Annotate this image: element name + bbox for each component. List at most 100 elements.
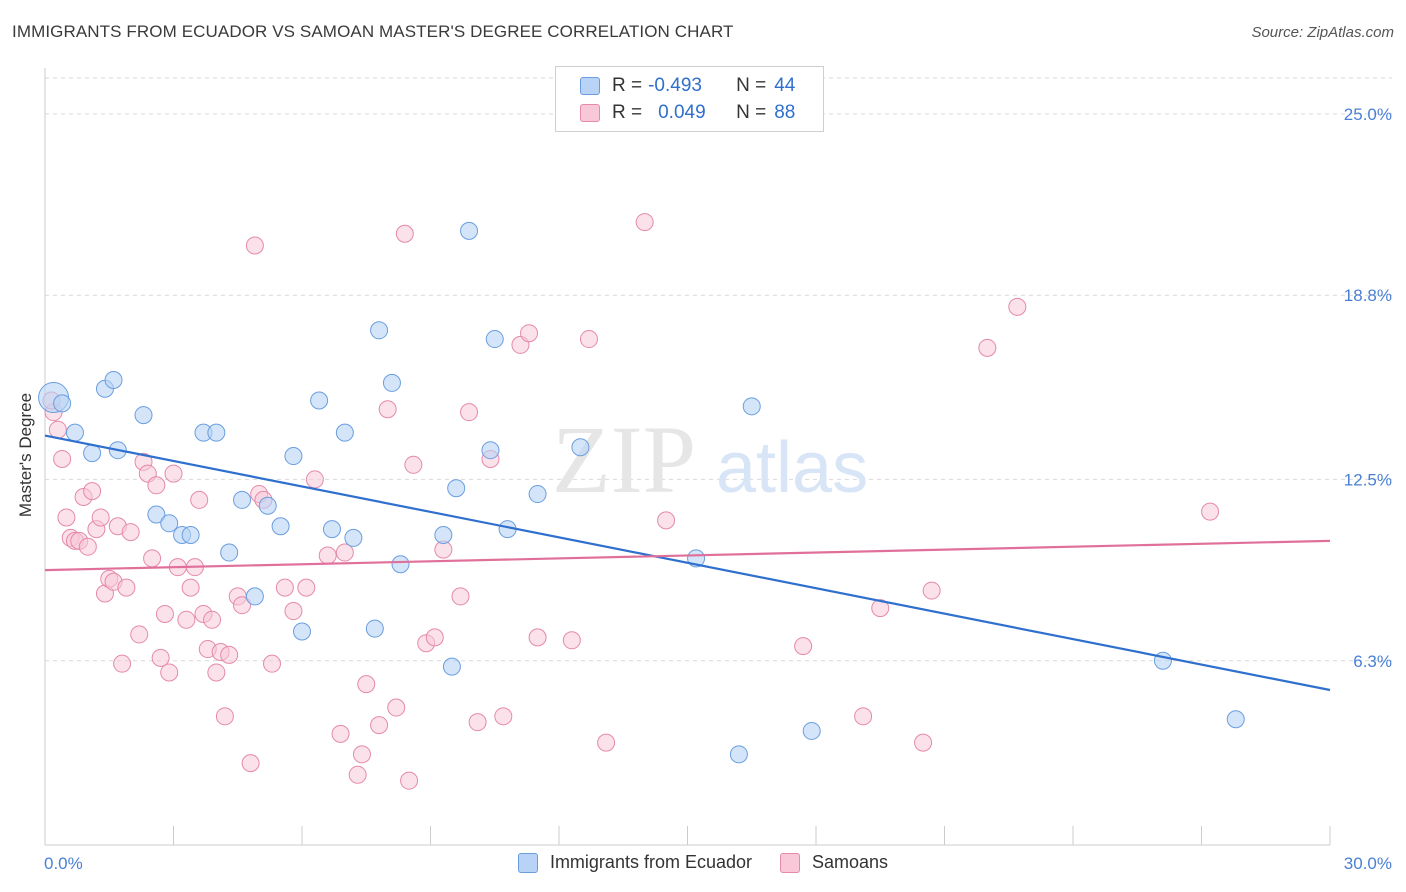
grid-lines [45, 77, 1392, 662]
data-point-ecuador [147, 505, 166, 524]
x-tick-labels: 0.0% 30.0% [44, 854, 1392, 873]
data-point-samoans [78, 537, 97, 556]
watermark: ZIP atlas [552, 406, 868, 513]
data-point-ecuador [65, 423, 84, 442]
data-point-ecuador [293, 622, 311, 641]
legend-row-ecuador: R = -0.493 N = 44 [580, 73, 795, 99]
data-point-samoans [113, 654, 132, 673]
data-point-ecuador [442, 657, 461, 676]
data-point-ecuador [322, 520, 341, 539]
y-tick-labels: 6.3% 12.5% 18.8% 25.0% [1344, 105, 1392, 671]
legend-row-samoans: R = 0.049 N = 88 [580, 100, 795, 126]
data-point-samoans [155, 604, 174, 623]
legend-r-label: R = [612, 75, 643, 96]
series-label-ecuador: Immigrants from Ecuador [549, 852, 752, 872]
data-point-ecuador [335, 423, 354, 442]
data-point-ecuador [104, 371, 123, 389]
data-point-samoans [579, 330, 598, 349]
data-point-samoans [528, 628, 547, 647]
trend-line-ecuador [44, 434, 1331, 692]
x-tick-label: 30.0% [1344, 854, 1392, 873]
series-legend: Immigrants from Ecuador Samoans [0, 852, 1406, 873]
data-point-ecuador [245, 587, 264, 606]
data-point-samoans [357, 675, 376, 694]
data-point-ecuador [370, 321, 389, 340]
data-point-samoans [241, 754, 260, 773]
data-point-samoans [151, 648, 170, 667]
data-point-samoans [275, 578, 294, 597]
data-point-samoans [370, 716, 389, 735]
data-point-samoans [562, 631, 581, 650]
data-point-samoans [233, 596, 252, 615]
data-point-samoans [331, 724, 350, 743]
data-point-samoans [335, 543, 354, 562]
data-point-samoans [215, 707, 234, 726]
data-point-ecuador [365, 619, 384, 638]
data-point-samoans [318, 546, 337, 565]
series-legend-samoans[interactable]: Samoans [780, 852, 888, 873]
data-point-samoans [190, 490, 209, 509]
data-point-samoans [121, 523, 140, 542]
data-point-ecuador [1226, 710, 1245, 729]
data-point-samoans [1201, 502, 1220, 521]
data-point-samoans [597, 733, 616, 752]
correlation-legend: R = -0.493 N = 44 R = 0.049 N = 88 [555, 66, 824, 132]
data-point-samoans [520, 324, 539, 343]
legend-r-value-samoans: 0.049 [658, 102, 706, 123]
data-point-ecuador [434, 526, 453, 544]
trend-lines [44, 434, 1331, 692]
y-tick-label: 6.3% [1353, 652, 1392, 671]
data-point-samoans [387, 698, 406, 717]
data-point-samoans [425, 628, 444, 647]
data-point-ecuador [481, 441, 500, 460]
y-tick-label: 12.5% [1344, 470, 1392, 489]
series-swatch-ecuador [517, 852, 538, 873]
data-point-ecuador [571, 438, 590, 457]
data-point-ecuador [160, 514, 179, 533]
data-point-samoans [177, 610, 196, 629]
data-point-samoans [220, 645, 239, 664]
data-point-ecuador [344, 528, 363, 547]
data-point-samoans [203, 610, 222, 629]
axes [44, 68, 1331, 846]
data-point-samoans [400, 771, 419, 790]
data-point-samoans [854, 707, 873, 726]
series-label-samoans: Samoans [812, 852, 889, 872]
data-point-samoans [468, 713, 487, 732]
data-point-samoans [922, 581, 941, 600]
data-point-ecuador [382, 373, 401, 392]
data-point-ecuador [528, 485, 547, 504]
data-point-samoans [91, 508, 110, 527]
legend-n-label: N = [736, 102, 767, 123]
data-point-samoans [143, 549, 162, 568]
data-point-samoans [378, 400, 397, 419]
data-point-samoans [117, 578, 136, 597]
data-point-samoans [635, 213, 654, 232]
data-point-samoans [978, 338, 997, 357]
data-point-samoans [794, 637, 813, 656]
trend-line-samoans [44, 539, 1331, 572]
data-point-samoans [871, 599, 890, 618]
data-point-ecuador [310, 391, 329, 410]
legend-r-label: R = [612, 102, 643, 123]
x-tick-label: 0.0% [44, 854, 83, 873]
data-point-samoans [284, 602, 303, 621]
chart-title: IMMIGRANTS FROM ECUADOR VS SAMOAN MASTER… [12, 22, 734, 41]
legend-n-value-ecuador: 44 [774, 75, 796, 96]
data-point-ecuador [271, 517, 290, 536]
series-legend-ecuador[interactable]: Immigrants from Ecuador [517, 852, 752, 873]
data-point-ecuador [284, 447, 303, 466]
data-point-samoans [130, 625, 149, 644]
data-point-ecuador [53, 394, 72, 413]
data-point-ecuador [134, 406, 153, 425]
watermark-atlas: atlas [716, 428, 868, 508]
data-point-samoans [245, 236, 264, 255]
legend-swatch-ecuador [580, 77, 600, 95]
data-point-samoans [160, 663, 179, 682]
legend-n-label: N = [736, 75, 767, 96]
data-point-ecuador [742, 397, 761, 416]
legend-swatch-samoans [580, 104, 600, 122]
source-note: Source: ZipAtlas.com [1251, 24, 1394, 41]
data-point-ecuador [207, 423, 226, 442]
